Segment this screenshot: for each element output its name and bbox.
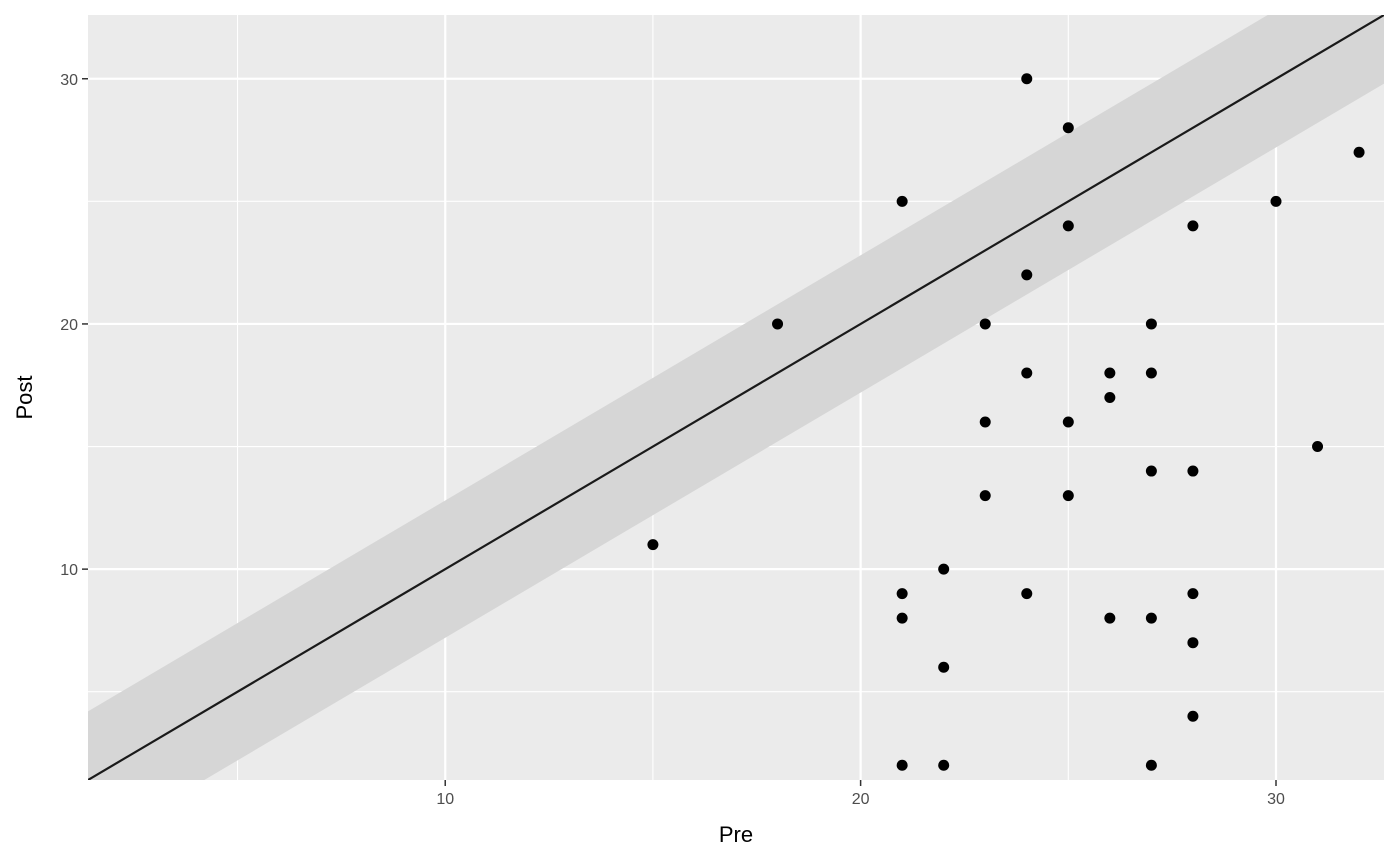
data-point — [1062, 490, 1074, 502]
data-point — [1062, 122, 1074, 134]
data-point — [896, 195, 908, 207]
data-point — [1021, 367, 1033, 379]
data-point — [938, 563, 950, 575]
data-point — [1187, 588, 1199, 600]
data-point — [1187, 220, 1199, 232]
data-point — [1021, 588, 1033, 600]
data-point — [1145, 367, 1157, 379]
x-axis: 10 20 30 — [436, 780, 1285, 808]
data-point — [1145, 759, 1157, 771]
y-axis-title: Post — [12, 375, 37, 419]
data-point — [979, 318, 991, 330]
data-point — [772, 318, 784, 330]
data-point — [896, 759, 908, 771]
y-tick-label: 20 — [60, 317, 78, 334]
data-point — [1021, 269, 1033, 281]
data-point — [1145, 465, 1157, 477]
y-tick-label: 10 — [60, 562, 78, 579]
y-axis: 10 20 30 — [60, 72, 88, 579]
data-point — [1062, 416, 1074, 428]
data-point — [1104, 367, 1116, 379]
data-point — [1187, 710, 1199, 722]
data-point — [979, 416, 991, 428]
x-tick-label: 20 — [852, 791, 870, 808]
reference-line-layer — [88, 15, 1384, 780]
data-point — [938, 759, 950, 771]
x-axis-title: Pre — [719, 822, 753, 847]
points-layer — [647, 73, 1365, 771]
data-point — [1312, 441, 1324, 453]
y-tick-label: 30 — [60, 72, 78, 89]
data-point — [647, 539, 659, 551]
data-point — [1021, 73, 1033, 85]
x-tick-label: 30 — [1267, 791, 1285, 808]
identity-line — [88, 15, 1384, 780]
data-point — [979, 490, 991, 502]
data-point — [938, 661, 950, 673]
data-point — [1187, 465, 1199, 477]
data-point — [1187, 637, 1199, 649]
data-point — [1145, 612, 1157, 624]
data-point — [1104, 392, 1116, 403]
data-point — [1145, 318, 1157, 330]
data-point — [1353, 146, 1365, 158]
major-gridlines — [88, 15, 1384, 780]
data-point — [1270, 195, 1282, 207]
data-point — [1104, 612, 1116, 624]
x-tick-label: 10 — [436, 791, 454, 808]
data-point — [896, 612, 908, 624]
data-point — [1062, 220, 1074, 232]
data-point — [896, 588, 908, 600]
